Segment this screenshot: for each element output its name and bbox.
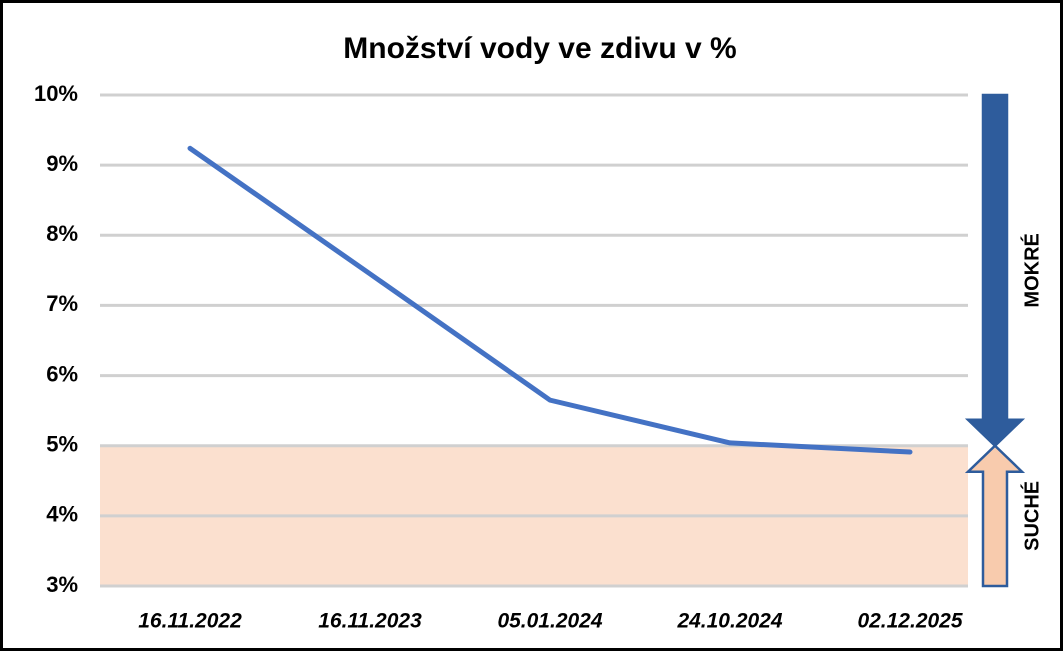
- y-tick-label: 10%: [34, 81, 78, 106]
- arrow: [964, 93, 1026, 448]
- y-tick-label: 5%: [46, 432, 78, 457]
- x-tick-label: 05.01.2024: [497, 610, 602, 633]
- arrow: [964, 443, 1026, 588]
- y-tick-label: 3%: [46, 572, 78, 597]
- arrow-label: MOKRÉ: [1020, 233, 1043, 307]
- x-tick-label: 24.10.2024: [676, 610, 782, 633]
- y-tick-label: 6%: [46, 361, 78, 386]
- x-tick-label: 16.11.2023: [318, 610, 422, 633]
- y-tick-label: 7%: [46, 291, 78, 316]
- arrow-label: SUCHÉ: [1020, 481, 1043, 551]
- y-tick-label: 8%: [46, 221, 78, 246]
- y-tick-label: 9%: [46, 151, 78, 176]
- x-tick-label: 02.12.2025: [857, 610, 962, 633]
- chart-title: Množství vody ve zdivu v %: [343, 32, 736, 65]
- x-tick-label: 16.11.2022: [138, 610, 242, 633]
- data-line: [187, 145, 913, 455]
- y-tick-label: 4%: [46, 502, 78, 527]
